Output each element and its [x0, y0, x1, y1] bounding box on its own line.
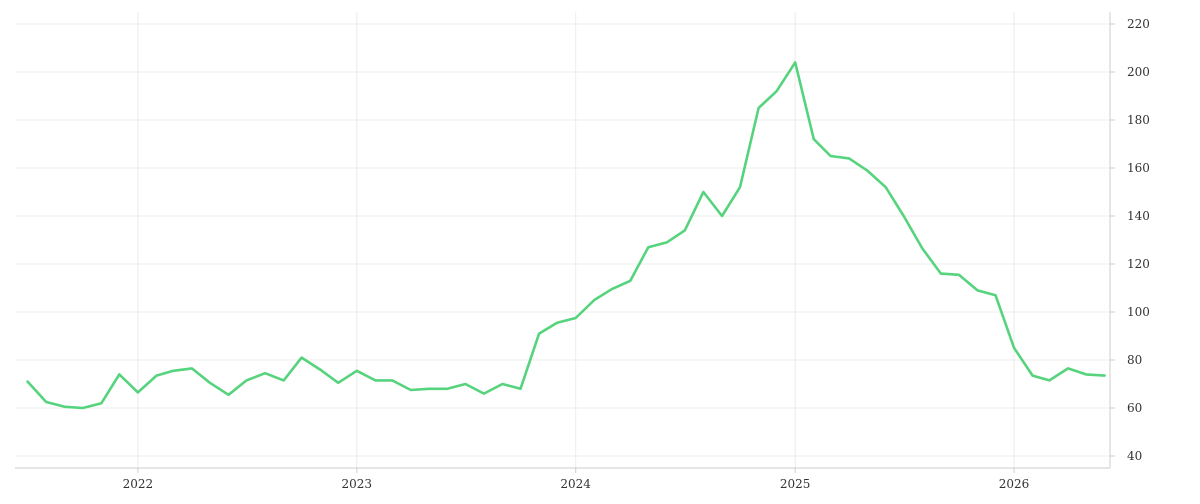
x-tick-label: 2026 — [999, 477, 1030, 491]
axes — [15, 12, 1115, 473]
y-tick-label: 100 — [1127, 305, 1150, 319]
y-tick-label: 60 — [1127, 401, 1142, 415]
y-tick-label: 160 — [1127, 161, 1150, 175]
y-tick-label: 180 — [1127, 113, 1150, 127]
y-tick-label: 220 — [1127, 17, 1150, 31]
gridlines — [15, 12, 1110, 468]
x-tick-label: 2025 — [780, 477, 811, 491]
series-layer — [26, 61, 1106, 410]
tick-labels: 40 60 80 100 120 140 160 180 200 220 2022 2023 2024 2… — [123, 17, 1150, 491]
x-tick-label: 2024 — [560, 477, 591, 491]
y-tick-label: 200 — [1127, 65, 1150, 79]
series-line-0 — [26, 61, 1106, 410]
y-tick-label: 140 — [1127, 209, 1150, 223]
y-tick-label: 80 — [1127, 353, 1142, 367]
y-tick-label: 120 — [1127, 257, 1150, 271]
x-tick-label: 2023 — [342, 477, 373, 491]
y-tick-label: 40 — [1127, 449, 1142, 463]
x-tick-label: 2022 — [123, 477, 154, 491]
